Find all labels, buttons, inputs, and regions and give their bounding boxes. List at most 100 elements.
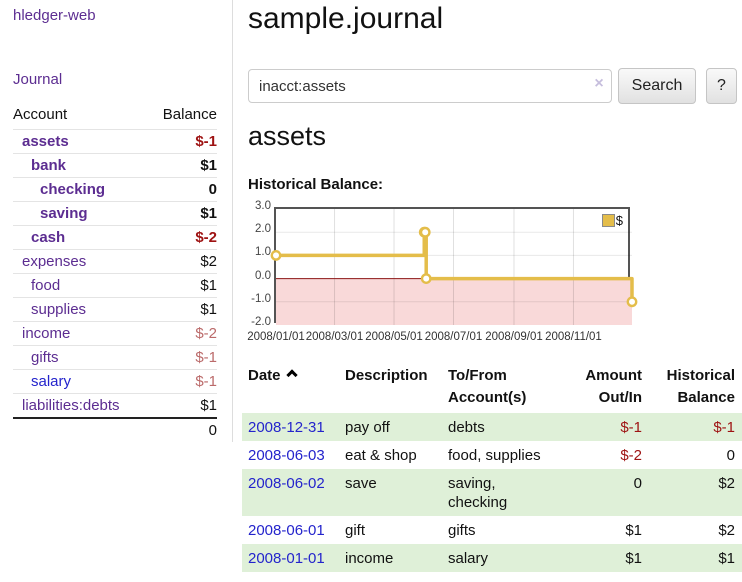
search-input[interactable] [248,69,612,103]
register-row: 2008-06-02 save saving, checking 0 $2 [242,469,742,516]
account-balance: $1 [148,201,217,226]
account-row: income $-2 [13,321,217,346]
account-row: gifts $-1 [13,345,217,370]
chart-plot-area: $ [270,207,638,325]
x-tick-label: 2008/07/01 [424,331,483,343]
transaction-date-link[interactable]: 2008-06-02 [248,475,325,492]
x-tick-label: 2008/03/01 [305,331,364,343]
account-link-checking[interactable]: checking [40,181,106,198]
description-column-header[interactable]: Description [345,367,428,384]
account-link-gifts[interactable]: gifts [31,349,59,366]
y-tick-label: 1.0 [255,246,271,259]
account-column-header[interactable]: To/From Account(s) [448,367,527,406]
account-row: bank $1 [13,153,217,178]
transaction-description: gift [345,522,366,539]
transaction-date-link[interactable]: 2008-06-01 [248,522,325,539]
transaction-amount: $-1 [548,413,642,441]
register-header-row: Date Description To/From Account(s) Amou… [242,362,742,413]
account-link-bank[interactable]: bank [31,157,67,174]
account-balance: 0 [148,177,217,202]
transaction-balance: $-1 [642,413,742,441]
register-table: Date Description To/From Account(s) Amou… [242,362,742,572]
help-button[interactable]: ? [706,68,737,104]
sidebar-item-journal[interactable]: Journal [13,71,63,88]
account-row: expenses $2 [13,249,217,274]
balance-column-header: Balance [162,106,217,123]
x-tick-label: 2008/11/01 [545,331,602,343]
legend-swatch-icon [601,214,615,227]
transaction-amount: $1 [625,522,642,539]
transaction-amount: $-2 [620,447,642,464]
transaction-date-link[interactable]: 2008-01-01 [248,550,325,567]
transaction-balance: $1 [642,544,742,572]
chart-svg [270,209,638,325]
transaction-description: pay off [345,413,448,441]
amount-column-header[interactable]: Amount Out/In [585,367,642,406]
y-tick-label: -2.0 [251,316,271,328]
account-link-saving[interactable]: saving [40,205,88,222]
register-row: 2008-06-01 gift gifts $1 $2 [242,516,742,544]
account-link-cash[interactable]: cash [31,229,66,246]
account-column-header: Account [13,106,68,123]
y-tick-label: 2.0 [255,223,271,236]
total-balance: 0 [148,417,217,442]
account-balance-table: Account Balance assets $-1 bank $1 check… [13,103,217,442]
account-link-assets[interactable]: assets [22,133,69,150]
account-balance: $-2 [148,321,217,346]
account-row: checking 0 [13,177,217,202]
register-row: 2008-01-01 income salary $1 $1 [242,544,742,572]
register-row: 2008-06-03 eat & shop food, supplies $-2… [242,441,742,469]
transaction-description: save [345,469,448,516]
account-row: liabilities:debts $1 [13,393,217,418]
transaction-accounts: food, supplies [448,447,541,464]
account-row: supplies $1 [13,297,217,322]
y-tick-label: 3.0 [255,200,271,212]
account-link-liabilities-debts[interactable]: liabilities:debts [22,397,120,414]
account-link-salary[interactable]: salary [31,373,72,390]
chart-legend: $ [601,213,623,228]
transaction-description: income [345,544,448,572]
transaction-amount: $1 [548,544,642,572]
clear-search-icon[interactable]: × [594,75,604,92]
account-heading: assets [248,121,327,151]
account-balance: $2 [148,249,217,274]
chart-title: Historical Balance: [248,176,384,193]
account-balance: $1 [148,393,217,418]
transaction-balance: 0 [726,447,735,464]
account-balance: $1 [148,153,217,178]
app-title-link[interactable]: hledger-web [13,7,96,24]
transaction-accounts: saving, checking [448,469,548,516]
transaction-accounts: salary [448,544,548,572]
register-row: 2008-12-31 pay off debts $-1 $-1 [242,413,742,441]
transaction-amount: 0 [548,469,642,516]
date-column-header[interactable]: Date [242,362,345,413]
total-row: 0 [13,417,217,442]
account-link-supplies[interactable]: supplies [31,301,87,318]
sort-ascending-icon [285,369,298,381]
account-balance: $-1 [148,129,217,154]
transaction-accounts: gifts [448,522,476,539]
account-link-income[interactable]: income [22,325,71,342]
account-link-food[interactable]: food [31,277,61,294]
transaction-accounts: debts [448,413,548,441]
account-link-expenses[interactable]: expenses [22,253,87,270]
x-tick-label: 2008/01/01 [247,331,305,343]
transaction-description: eat & shop [345,447,417,464]
account-row: cash $-2 [13,225,217,250]
transaction-balance: $2 [718,522,735,539]
legend-label: $ [615,213,623,228]
account-balance: $-1 [148,369,217,394]
search-button[interactable]: Search [618,68,696,104]
account-row: food $1 [13,273,217,298]
transaction-date-link[interactable]: 2008-06-03 [248,447,325,464]
y-tick-label: -1.0 [251,292,271,305]
page-title: sample.journal [248,2,444,35]
transaction-date-link[interactable]: 2008-12-31 [248,419,325,436]
sidebar: hledger-web Journal Account Balance asse… [0,0,233,442]
date-header-label: Date [248,367,281,384]
account-balance: $-1 [148,345,217,370]
account-row: assets $-1 [13,129,217,154]
main-content: sample.journal × Search ? assets Histori… [242,0,742,582]
balance-column-header[interactable]: Historical Balance [666,367,735,406]
